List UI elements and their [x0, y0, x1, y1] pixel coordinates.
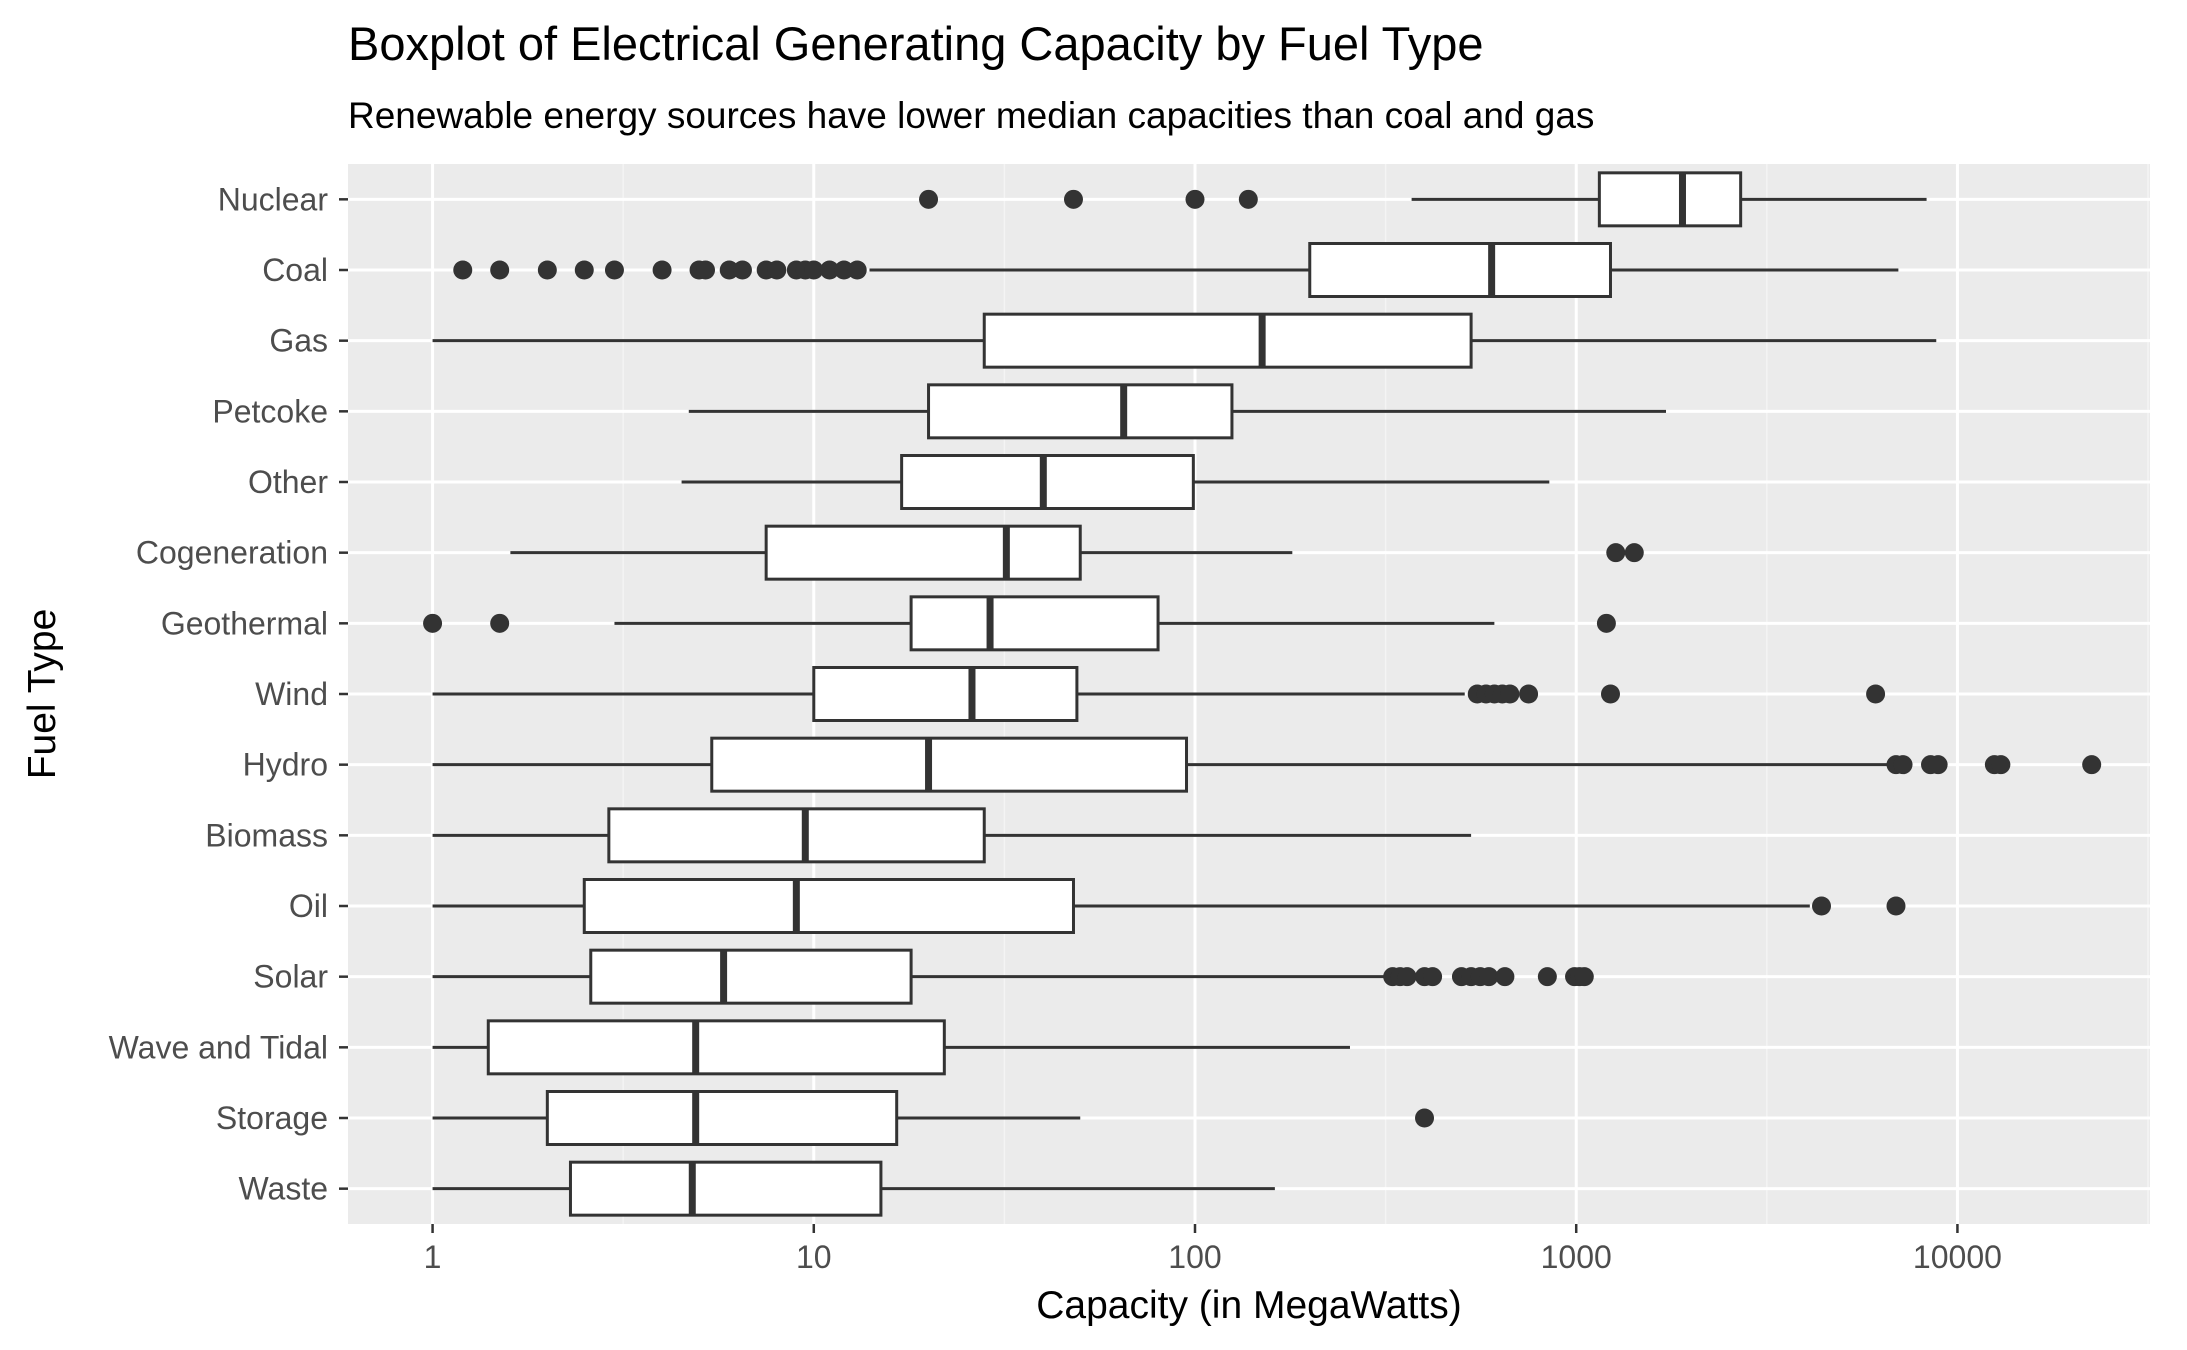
- box-iqr: [545, 1090, 899, 1146]
- y-tick-label: Geothermal: [161, 605, 328, 641]
- x-tick-label: 10: [796, 1239, 832, 1275]
- outlier-point: [1415, 1108, 1435, 1128]
- outlier-point: [1185, 189, 1205, 209]
- box-iqr: [486, 1019, 946, 1076]
- outlier-point: [1495, 967, 1515, 987]
- box-biomass: [432, 807, 1472, 864]
- box-iqr: [900, 454, 1195, 510]
- y-tick-label: Nuclear: [218, 181, 329, 217]
- outlier-point: [1574, 967, 1594, 987]
- y-tick-label: Biomass: [205, 817, 328, 853]
- outlier-point: [1624, 543, 1644, 563]
- outlier-point: [1063, 189, 1083, 209]
- outlier-point: [1479, 967, 1499, 987]
- outlier-point: [1991, 755, 2011, 775]
- y-tick-label: Coal: [262, 252, 328, 288]
- x-tick-label: 10000: [1913, 1239, 2002, 1275]
- box-other: [681, 454, 1550, 510]
- outlier-point: [574, 260, 594, 280]
- outlier-point: [604, 260, 624, 280]
- outlier-point: [1537, 967, 1557, 987]
- box-iqr: [927, 383, 1234, 440]
- x-tick-label: 100: [1168, 1239, 1221, 1275]
- outlier-point: [2082, 755, 2102, 775]
- box-iqr: [1597, 171, 1743, 228]
- outlier-point: [1812, 896, 1832, 916]
- box-iqr: [607, 807, 986, 864]
- box-gas: [432, 312, 1937, 369]
- outlier-point: [652, 260, 672, 280]
- y-tick-label: Other: [248, 464, 328, 500]
- outlier-point: [847, 260, 867, 280]
- box-oil: [432, 878, 1906, 934]
- box-wind: [432, 666, 1886, 722]
- outlier-point: [453, 260, 473, 280]
- box-iqr: [582, 878, 1075, 934]
- box-cogeneration: [510, 524, 1644, 581]
- box-wave-and-tidal: [432, 1019, 1350, 1076]
- outlier-point: [834, 260, 854, 280]
- y-tick-label: Petcoke: [212, 393, 328, 429]
- y-tick-label: Gas: [269, 323, 328, 359]
- outlier-point: [1397, 967, 1417, 987]
- y-tick-label: Cogeneration: [136, 535, 328, 571]
- box-iqr: [589, 948, 913, 1005]
- box-iqr: [710, 736, 1189, 793]
- outlier-point: [1928, 755, 1948, 775]
- box-petcoke: [688, 383, 1667, 440]
- box-iqr: [982, 312, 1473, 369]
- y-tick-label: Wave and Tidal: [109, 1029, 328, 1065]
- box-iqr: [764, 524, 1082, 581]
- outlier-point: [732, 260, 752, 280]
- outlier-point: [804, 260, 824, 280]
- chart-subtitle: Renewable energy sources have lower medi…: [348, 95, 1594, 136]
- outlier-point: [696, 260, 716, 280]
- outlier-point: [537, 260, 557, 280]
- outlier-point: [1423, 967, 1443, 987]
- outlier-point: [919, 189, 939, 209]
- box-coal: [453, 242, 1899, 298]
- outlier-point: [1500, 684, 1520, 704]
- outlier-point: [423, 613, 443, 633]
- outlier-point: [1893, 755, 1913, 775]
- chart-title: Boxplot of Electrical Generating Capacit…: [348, 17, 1484, 70]
- outlier-point: [1596, 613, 1616, 633]
- outlier-point: [1606, 543, 1626, 563]
- outlier-point: [1886, 896, 1906, 916]
- x-axis: 1 10 100 1000 10000: [424, 1224, 2002, 1275]
- box-iqr: [812, 666, 1079, 722]
- box-iqr: [909, 595, 1160, 652]
- outlier-point: [1866, 684, 1886, 704]
- y-tick-label: Wind: [255, 676, 328, 712]
- box-iqr: [568, 1160, 883, 1217]
- box-solar: [432, 948, 1594, 1005]
- x-tick-label: 1000: [1541, 1239, 1612, 1275]
- x-tick-label: 1: [424, 1239, 442, 1275]
- y-axis: Nuclear Coal Gas Petcoke Other Cogeneration Ge…: [109, 181, 348, 1207]
- outlier-point: [767, 260, 787, 280]
- y-tick-label: Waste: [239, 1171, 329, 1207]
- box-iqr: [1308, 242, 1612, 298]
- box-geothermal: [423, 595, 1616, 652]
- y-tick-label: Solar: [253, 959, 328, 995]
- y-tick-label: Storage: [216, 1100, 328, 1136]
- boxes: [423, 171, 2102, 1217]
- outlier-point: [719, 260, 739, 280]
- outlier-point: [820, 260, 840, 280]
- box-nuclear: [919, 171, 1927, 228]
- outlier-point: [490, 613, 510, 633]
- outlier-point: [490, 260, 510, 280]
- y-tick-label: Hydro: [243, 747, 328, 783]
- box-storage: [432, 1090, 1435, 1146]
- box-waste: [432, 1160, 1275, 1217]
- box-hydro: [432, 736, 2102, 793]
- y-tick-label: Oil: [289, 888, 328, 924]
- outlier-point: [1600, 684, 1620, 704]
- x-axis-title: Capacity (in MegaWatts): [1036, 1284, 1462, 1327]
- outlier-point: [1238, 189, 1258, 209]
- y-axis-title: Fuel Type: [21, 609, 64, 780]
- outlier-point: [1519, 684, 1539, 704]
